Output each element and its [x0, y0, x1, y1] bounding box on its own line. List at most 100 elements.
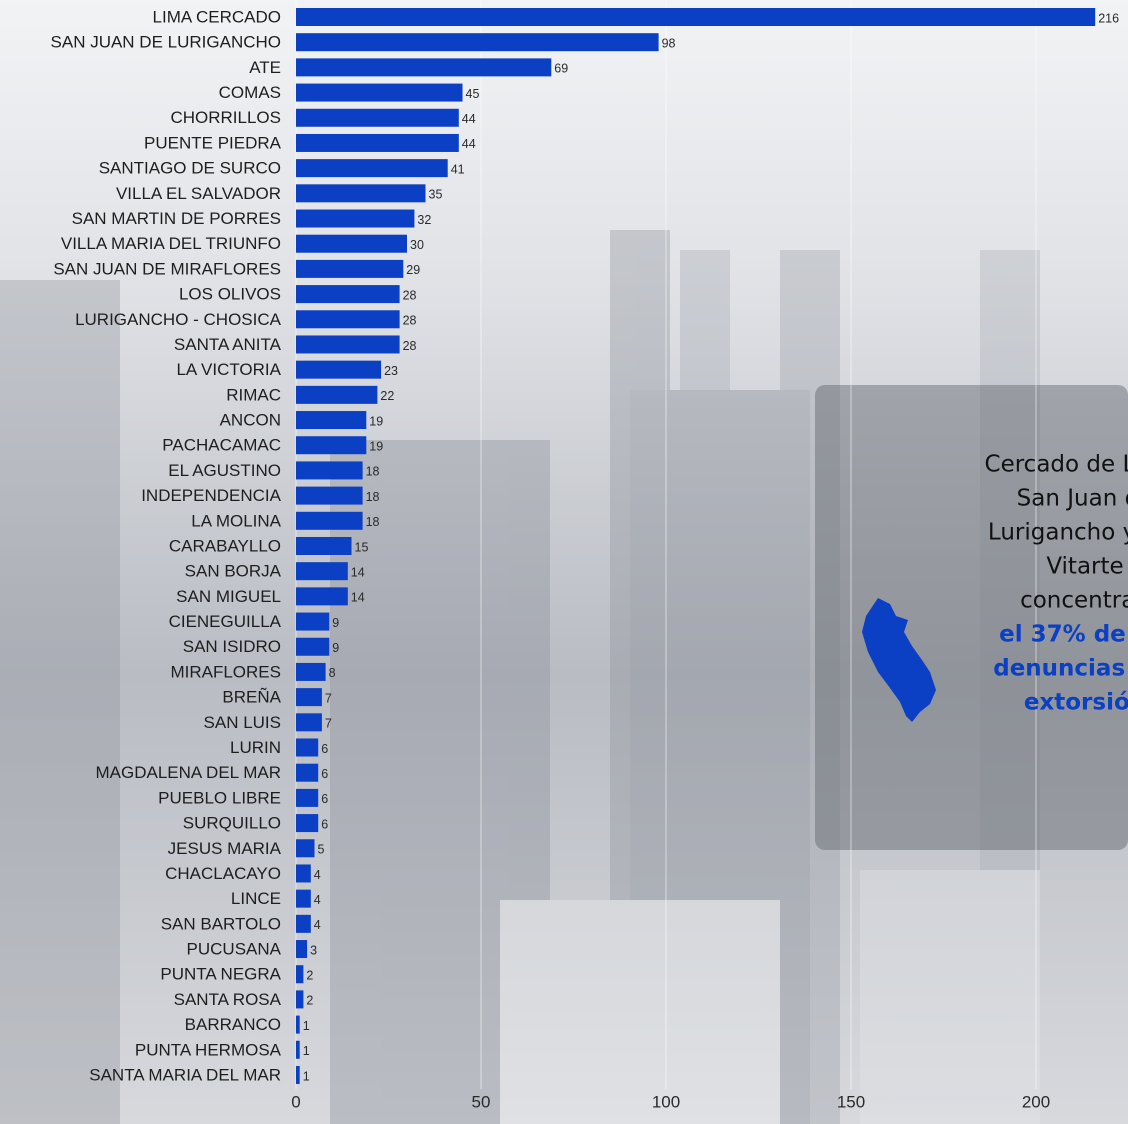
annotation-text: Vitarte — [1046, 554, 1123, 580]
y-tick-label: CHACLACAYO — [165, 864, 281, 883]
value-label: 18 — [366, 515, 380, 529]
y-tick-label: VILLA MARIA DEL TRIUNFO — [61, 234, 281, 253]
bar — [296, 587, 348, 606]
bar — [296, 436, 367, 455]
y-tick-label: SANTA ANITA — [174, 335, 282, 354]
annotation-text: concentran — [1020, 588, 1128, 614]
value-label: 4 — [314, 893, 321, 907]
value-label: 1 — [303, 1019, 310, 1033]
value-label: 23 — [384, 364, 398, 378]
value-label: 19 — [369, 440, 383, 454]
bar — [296, 713, 322, 732]
value-label: 14 — [351, 565, 365, 579]
bar — [296, 688, 322, 707]
value-label: 30 — [410, 238, 424, 252]
bar — [296, 133, 459, 152]
bar — [296, 940, 308, 959]
y-tick-label: LINCE — [231, 889, 281, 908]
bar — [296, 411, 367, 430]
value-label: 32 — [417, 213, 431, 227]
annotation-highlight: extorsión — [1024, 690, 1128, 716]
x-tick-label: 150 — [837, 1092, 865, 1111]
value-label: 6 — [321, 792, 328, 806]
bar — [296, 814, 319, 833]
y-tick-label: BREÑA — [222, 688, 281, 707]
bar — [296, 965, 304, 984]
bar — [296, 637, 330, 656]
value-label: 1 — [303, 1044, 310, 1058]
value-label: 14 — [351, 591, 365, 605]
x-tick-label: 200 — [1022, 1092, 1050, 1111]
y-tick-label: MIRAFLORES — [170, 662, 281, 681]
city-silhouette — [0, 230, 1040, 1124]
annotation-highlight: denuncias por — [993, 656, 1128, 682]
bar — [296, 184, 426, 203]
bar — [296, 839, 315, 858]
value-label: 7 — [325, 717, 332, 731]
value-label: 98 — [662, 36, 676, 50]
bar — [296, 1015, 300, 1034]
y-tick-label: SAN BARTOLO — [161, 914, 281, 933]
value-label: 18 — [366, 465, 380, 479]
bar — [296, 788, 319, 807]
bar — [296, 335, 400, 354]
y-tick-label: SANTA ROSA — [174, 990, 282, 1009]
bar — [296, 1065, 300, 1084]
bar — [296, 990, 304, 1009]
value-label: 5 — [318, 843, 325, 857]
y-tick-label: SAN JUAN DE MIRAFLORES — [53, 259, 281, 278]
y-tick-label: ANCON — [220, 411, 281, 430]
bar — [296, 385, 378, 404]
y-tick-label: SAN LUIS — [204, 713, 281, 732]
y-tick-label: CIENEGUILLA — [169, 612, 282, 631]
y-tick-label: LA MOLINA — [191, 511, 281, 530]
value-label: 3 — [310, 943, 317, 957]
y-tick-label: PACHACAMAC — [162, 436, 281, 455]
bar — [296, 511, 363, 530]
peru-map-icon — [862, 598, 936, 722]
bar — [296, 763, 319, 782]
y-tick-label: CARABAYLLO — [169, 536, 281, 555]
y-tick-label: PUENTE PIEDRA — [144, 133, 282, 152]
bar — [296, 58, 552, 77]
y-tick-label: SAN MIGUEL — [176, 587, 281, 606]
value-label: 18 — [366, 490, 380, 504]
bar — [296, 461, 363, 480]
y-tick-label: PUEBLO LIBRE — [158, 788, 281, 807]
bar — [296, 486, 363, 505]
y-tick-label: SANTA MARIA DEL MAR — [89, 1065, 281, 1084]
bar — [296, 864, 311, 883]
value-label: 28 — [403, 288, 417, 302]
value-label: 8 — [329, 666, 336, 680]
y-tick-label: ATE — [249, 58, 281, 77]
y-tick-label: PUNTA HERMOSA — [135, 1040, 282, 1059]
bar — [296, 310, 400, 329]
value-label: 7 — [325, 691, 332, 705]
annotation-text: San Juan de — [1017, 486, 1128, 512]
bar — [296, 108, 459, 127]
value-label: 44 — [462, 112, 476, 126]
value-label: 28 — [403, 314, 417, 328]
y-tick-label: EL AGUSTINO — [168, 461, 281, 480]
value-label: 69 — [554, 62, 568, 76]
bar — [296, 562, 348, 581]
bar — [296, 662, 326, 681]
y-tick-label: INDEPENDENCIA — [141, 486, 281, 505]
bar — [296, 159, 448, 178]
y-tick-label: LIMA CERCADO — [153, 7, 281, 26]
y-tick-label: SAN JUAN DE LURIGANCHO — [51, 33, 281, 52]
y-tick-label: PUCUSANA — [187, 940, 282, 959]
bar — [296, 612, 330, 631]
value-label: 44 — [462, 137, 476, 151]
bar — [296, 33, 659, 52]
bar — [296, 738, 319, 757]
bar — [296, 234, 407, 253]
annotation-text: Cercado de Lima, — [985, 452, 1128, 478]
value-label: 4 — [314, 868, 321, 882]
value-label: 15 — [355, 540, 369, 554]
value-label: 9 — [332, 641, 339, 655]
value-label: 9 — [332, 616, 339, 630]
value-label: 41 — [451, 162, 465, 176]
y-tick-label: VILLA EL SALVADOR — [116, 184, 281, 203]
